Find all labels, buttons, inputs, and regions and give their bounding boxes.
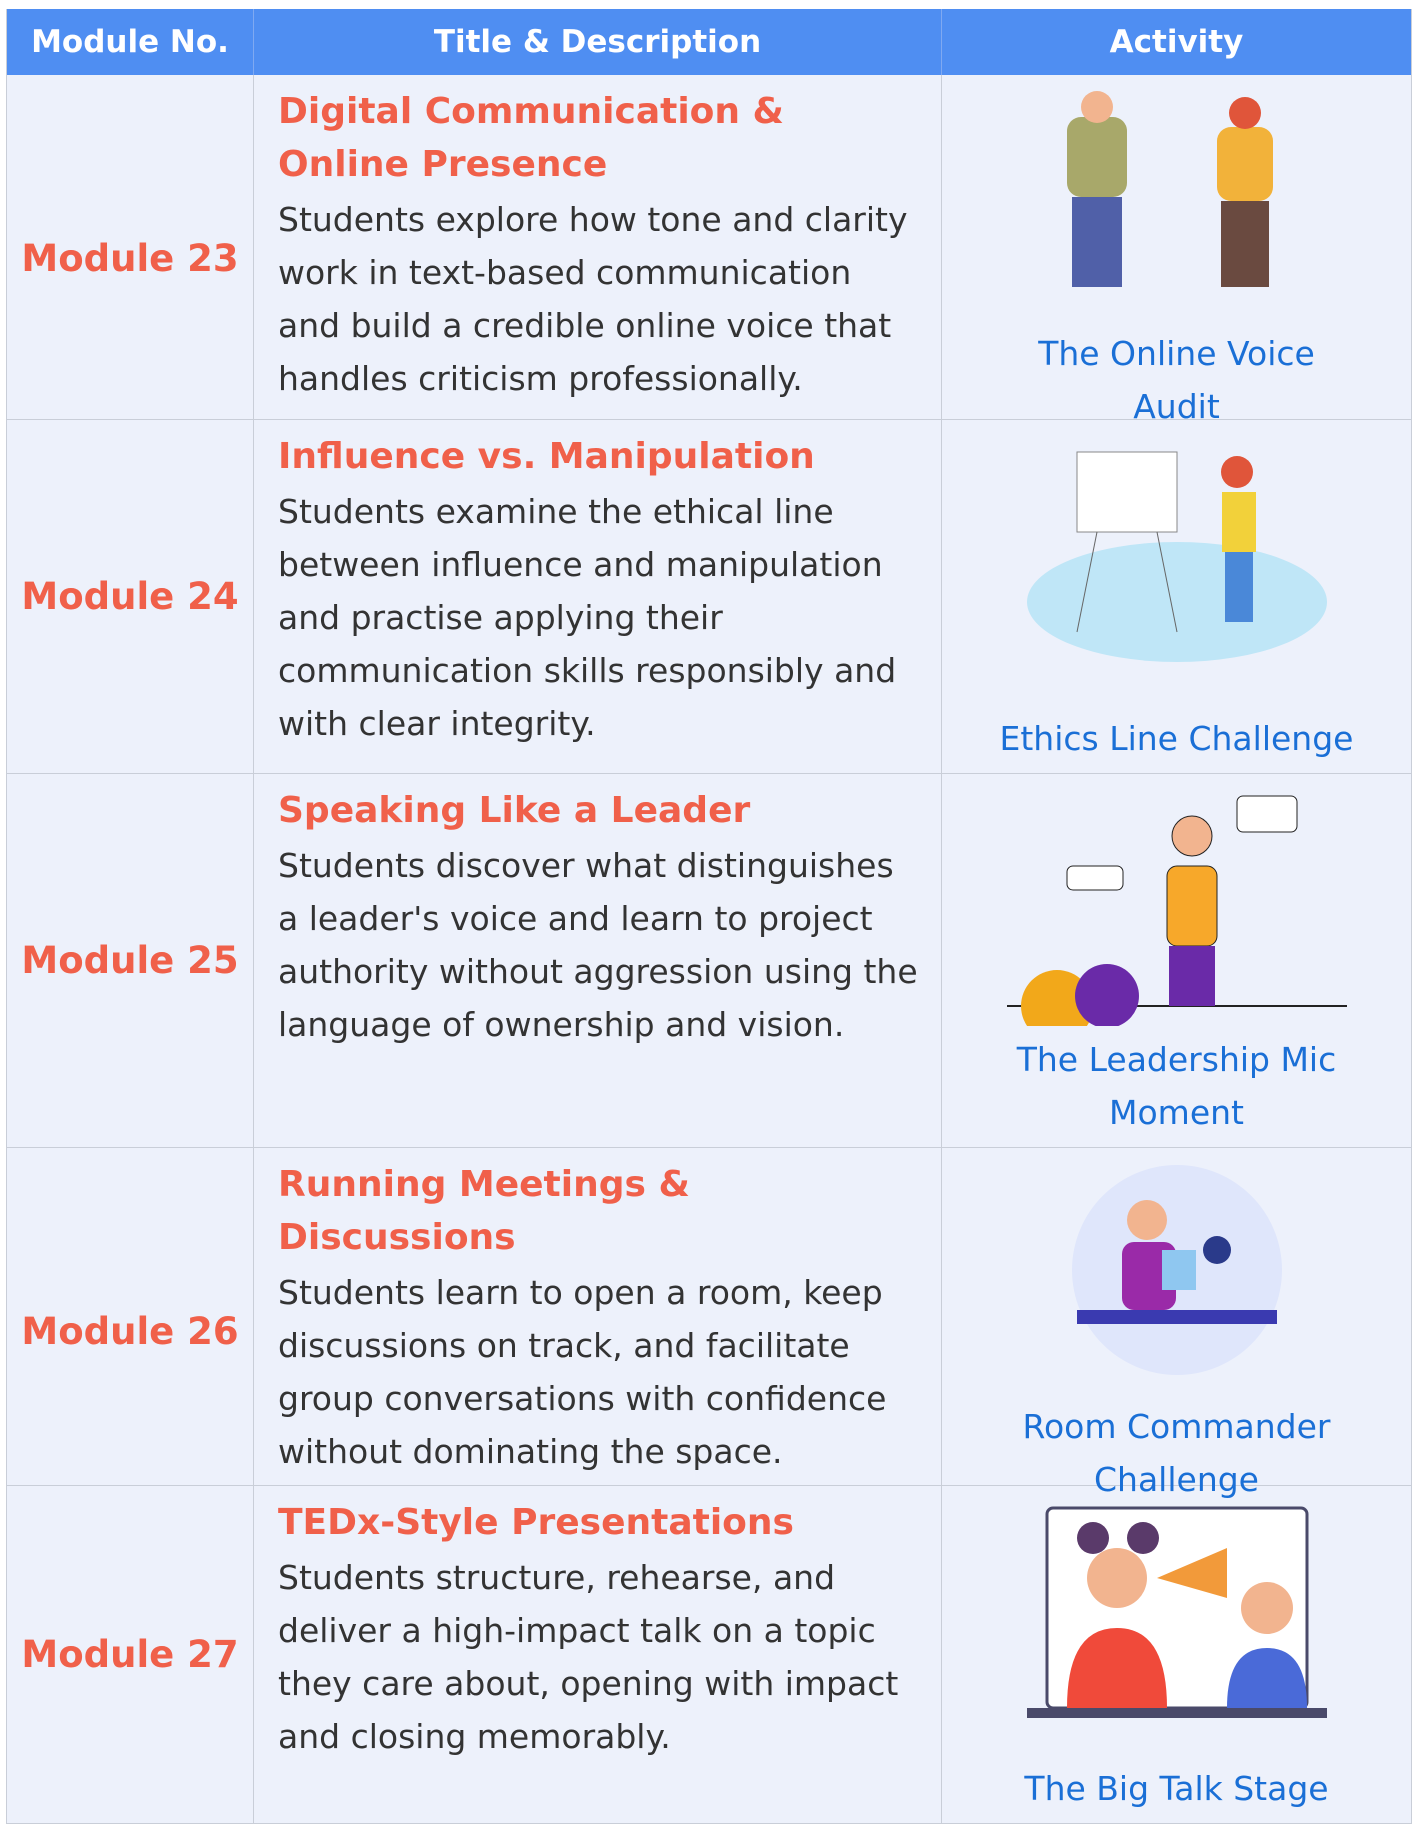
table-body: Module 23 Digital Communication & Online … bbox=[7, 75, 1411, 1824]
table-row: Module 24 Influence vs. Manipulation Stude… bbox=[7, 420, 1411, 774]
activity-name: The Big Talk Stage bbox=[1024, 1769, 1329, 1808]
illustration bbox=[1026, 451, 1327, 662]
header-cell: Module No. bbox=[7, 9, 254, 75]
header-cell: Activity bbox=[1109, 24, 1244, 60]
activity-cell: Room Commander Challenge bbox=[942, 1148, 1411, 1514]
illustration bbox=[1026, 1506, 1327, 1718]
module-table: Module No. Title & Description Activity … bbox=[6, 9, 1412, 1824]
activity-cell: The Big Talk Stage bbox=[942, 1486, 1411, 1823]
description-cell: Influence vs. Manipulation Students exami… bbox=[254, 420, 942, 773]
activity-name: The Leadership Mic Moment bbox=[1016, 1040, 1337, 1132]
illustration bbox=[1066, 91, 1273, 287]
module-number: Module 26 bbox=[7, 1148, 254, 1514]
illustration bbox=[1006, 795, 1347, 1026]
module-description: Students structure, rehearse, and delive… bbox=[278, 1558, 899, 1756]
module-number: Module 23 bbox=[7, 75, 254, 441]
activity-cell: Ethics Line Challenge bbox=[942, 420, 1411, 773]
module-title: Speaking Like a Leader bbox=[278, 790, 751, 831]
description-cell: TEDx-Style Presentations Students structu… bbox=[254, 1486, 942, 1823]
description-cell: Digital Communication & Online Presence S… bbox=[254, 75, 942, 441]
module-number: Module 24 bbox=[7, 420, 254, 773]
header-cell: Title & Description bbox=[254, 9, 942, 75]
table-row: Module 25 Speaking Like a Leader Students … bbox=[7, 774, 1411, 1148]
activity-name: Room Commander Challenge bbox=[1022, 1407, 1331, 1499]
activity-cell: The Leadership Mic Moment bbox=[942, 774, 1411, 1147]
header-row: Module No. Title & Description Activity bbox=[7, 9, 1411, 75]
module-description: Students discover what distinguishes a l… bbox=[278, 846, 918, 1044]
module-number: Module 27 bbox=[7, 1486, 254, 1823]
description-cell: Speaking Like a Leader Students discover … bbox=[254, 774, 942, 1147]
table-row: Module 27 TEDx-Style Presentations Student… bbox=[7, 1486, 1411, 1824]
module-number: Module 25 bbox=[7, 774, 254, 1147]
activity-name: The Online Voice Audit bbox=[1038, 334, 1315, 426]
module-title: TEDx-Style Presentations bbox=[278, 1502, 794, 1543]
activity-name: Ethics Line Challenge bbox=[999, 719, 1354, 758]
description-cell: Running Meetings & Discussions Students l… bbox=[254, 1148, 942, 1514]
module-description: Students explore how tone and clarity wo… bbox=[278, 200, 908, 398]
module-title: Running Meetings & Discussions bbox=[278, 1164, 690, 1258]
module-description: Students learn to open a room, keep disc… bbox=[278, 1273, 887, 1471]
module-title: Digital Communication & Online Presence bbox=[278, 91, 784, 185]
table-row: Module 26 Running Meetings & Discussions S… bbox=[7, 1148, 1411, 1514]
module-description: Students examine the ethical line betwee… bbox=[278, 492, 897, 743]
module-title: Influence vs. Manipulation bbox=[278, 436, 815, 477]
activity-cell: The Online Voice Audit bbox=[942, 75, 1411, 441]
illustration bbox=[1071, 1165, 1282, 1375]
table-row: Module 23 Digital Communication & Online … bbox=[7, 75, 1411, 441]
